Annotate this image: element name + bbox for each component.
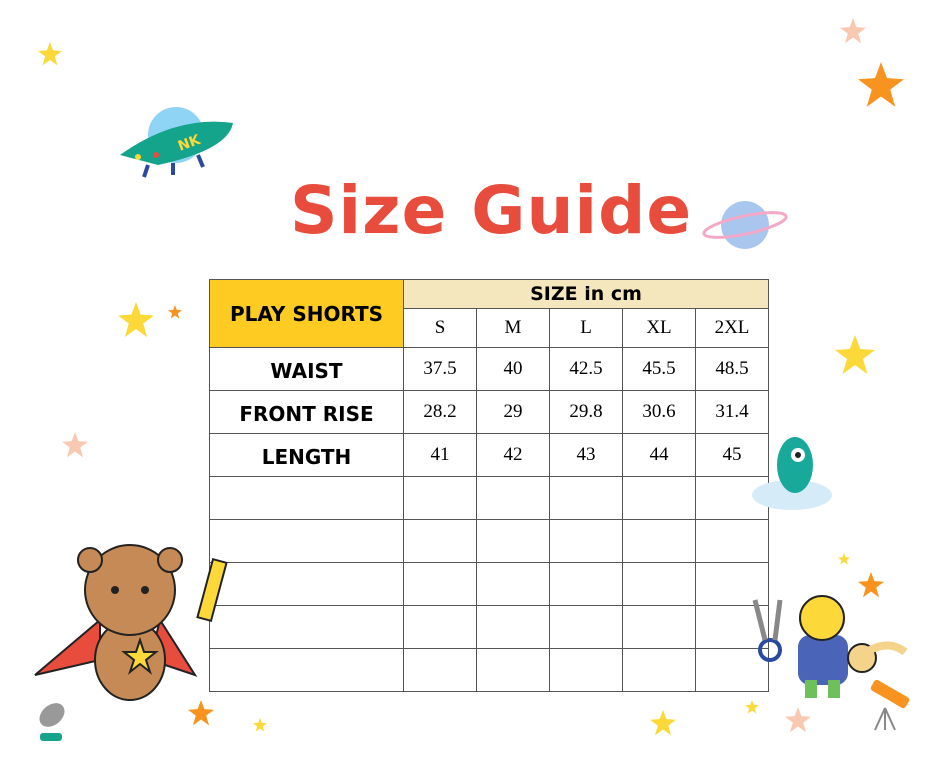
ufo-label: NK <box>176 132 204 155</box>
size-table: PLAY SHORTS SIZE in cm S M L XL 2XL WAIST 37.5 4… <box>209 279 769 692</box>
bear-icon <box>34 544 228 701</box>
empty-cell <box>209 648 404 692</box>
empty-cell <box>622 648 696 692</box>
empty-cell <box>622 605 696 649</box>
measurement-label: FRONT RISE <box>209 390 404 434</box>
unit-header: SIZE in cm <box>403 279 769 309</box>
measurement-value: 31.4 <box>695 390 769 434</box>
empty-cell <box>209 605 404 649</box>
measurement-value: 29 <box>476 390 550 434</box>
measurement-value: 45.5 <box>622 347 696 391</box>
ufo-icon: NK <box>120 107 233 178</box>
empty-cell <box>403 605 477 649</box>
measurement-value: 28.2 <box>403 390 477 434</box>
star-icon <box>118 302 154 338</box>
star-icon <box>168 305 182 319</box>
empty-cell <box>549 476 623 520</box>
empty-cell <box>403 648 477 692</box>
measurement-value: 41 <box>403 433 477 477</box>
star-icon <box>858 62 904 107</box>
table-row: LENGTH 41 42 43 44 45 <box>209 433 769 477</box>
star-icon <box>62 432 88 458</box>
measurement-value: 43 <box>549 433 623 477</box>
measurement-value: 37.5 <box>403 347 477 391</box>
empty-cell <box>403 519 477 563</box>
star-icon <box>38 42 62 66</box>
star-icon <box>838 553 850 565</box>
empty-cell <box>476 605 550 649</box>
size-header-XL: XL <box>622 308 696 348</box>
empty-cell <box>622 519 696 563</box>
empty-row <box>209 562 769 606</box>
empty-cell <box>549 519 623 563</box>
measurement-value: 42.5 <box>549 347 623 391</box>
monster-icon <box>752 437 832 510</box>
measurement-value: 48.5 <box>695 347 769 391</box>
cat-icon <box>752 595 908 698</box>
empty-cell <box>403 562 477 606</box>
size-header-M: M <box>476 308 550 348</box>
size-header-L: L <box>549 308 623 348</box>
empty-row <box>209 605 769 649</box>
star-icon <box>650 710 676 736</box>
planet-icon <box>702 201 788 249</box>
empty-cell <box>622 562 696 606</box>
size-header-2XL: 2XL <box>695 308 769 348</box>
star-icon <box>858 572 884 598</box>
empty-cell <box>209 476 404 520</box>
star-icon <box>835 335 875 374</box>
empty-cell <box>549 605 623 649</box>
empty-cell <box>476 476 550 520</box>
star-icon <box>188 700 214 726</box>
measurement-value: 30.6 <box>622 390 696 434</box>
measurement-value: 40 <box>476 347 550 391</box>
measurement-label: LENGTH <box>209 433 404 477</box>
telescope-icon <box>870 680 910 731</box>
measurement-value: 29.8 <box>549 390 623 434</box>
star-icon <box>253 718 267 732</box>
empty-cell <box>549 562 623 606</box>
empty-cell <box>695 562 769 606</box>
empty-cell <box>403 476 477 520</box>
star-icon <box>745 700 759 714</box>
empty-row <box>209 648 769 692</box>
product-header: PLAY SHORTS <box>209 279 404 348</box>
empty-row <box>209 476 769 520</box>
measurement-value: 44 <box>622 433 696 477</box>
empty-cell <box>695 519 769 563</box>
star-icon <box>785 707 811 733</box>
size-header-S: S <box>403 308 477 348</box>
star-icon <box>840 18 866 44</box>
table-row: FRONT RISE 28.2 29 29.8 30.6 31.4 <box>209 390 769 434</box>
empty-cell <box>549 648 623 692</box>
table-row: WAIST 37.5 40 42.5 45.5 48.5 <box>209 347 769 391</box>
empty-cell <box>622 476 696 520</box>
empty-cell <box>476 562 550 606</box>
empty-cell <box>695 648 769 692</box>
satellite-dish-icon <box>39 703 65 741</box>
measurement-value: 42 <box>476 433 550 477</box>
empty-row <box>209 519 769 563</box>
empty-cell <box>476 519 550 563</box>
empty-cell <box>476 648 550 692</box>
measurement-value: 45 <box>695 433 769 477</box>
page-title: Size Guide <box>290 172 693 249</box>
measurement-label: WAIST <box>209 347 404 391</box>
